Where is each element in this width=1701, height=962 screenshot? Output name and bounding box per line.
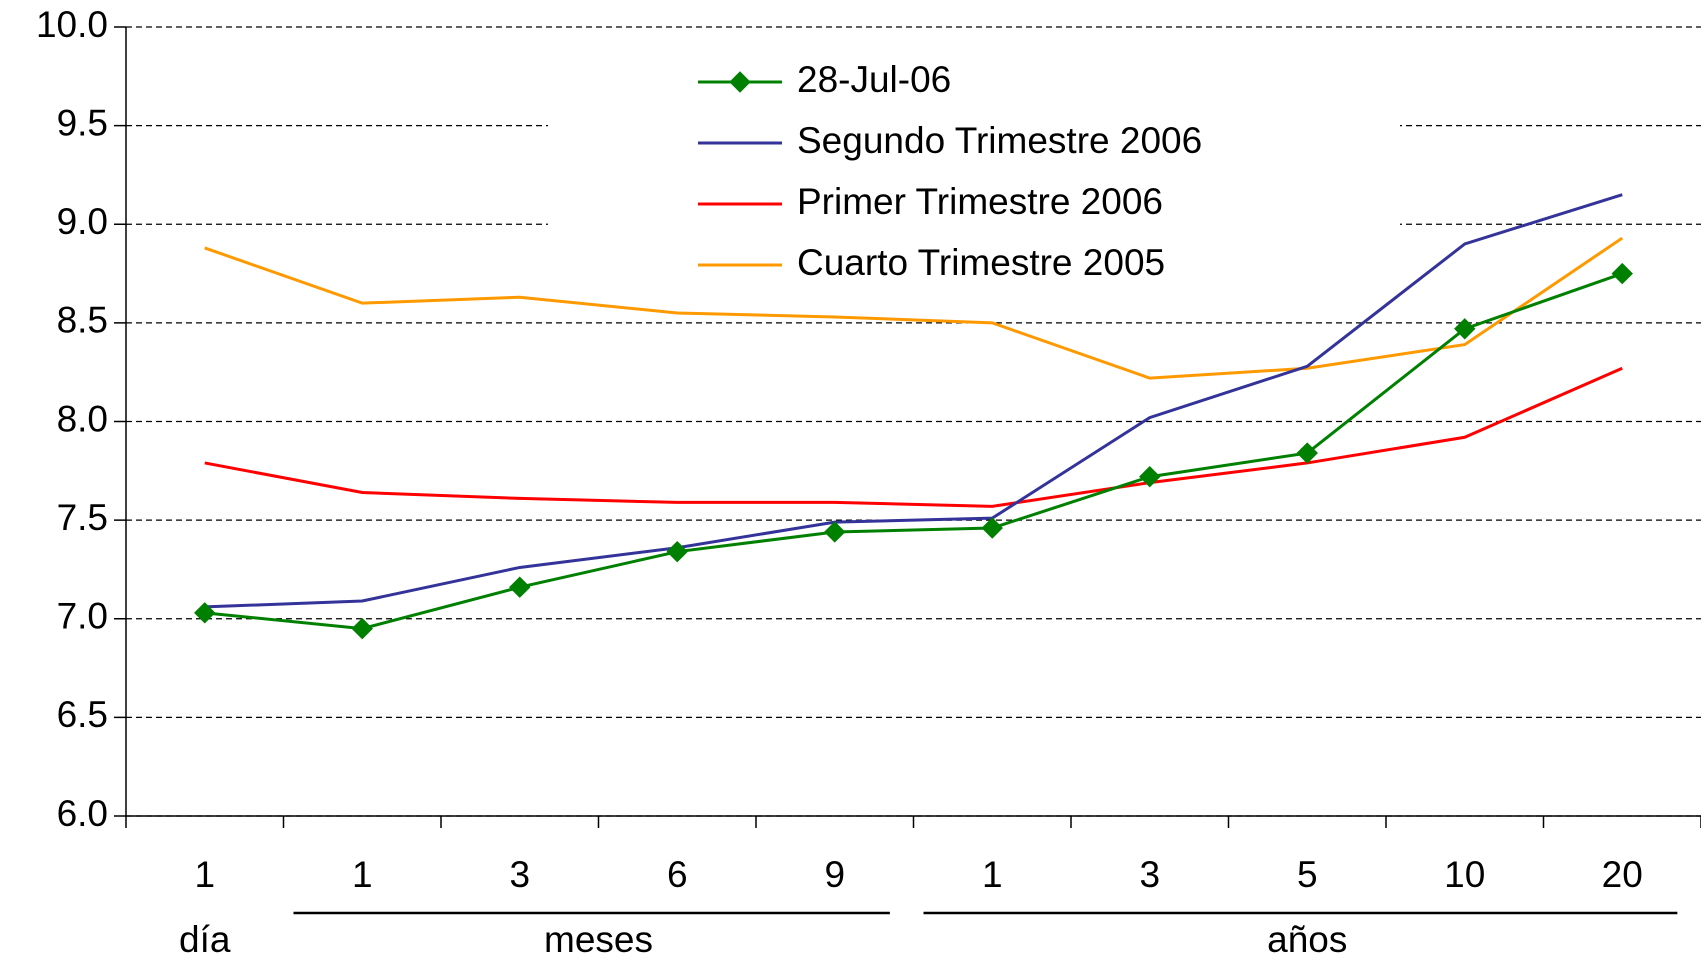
marker xyxy=(509,576,531,598)
x-tick-label: 3 xyxy=(509,854,530,895)
x-tick-label: 9 xyxy=(824,854,845,895)
legend-label: 28-Jul-06 xyxy=(797,59,951,100)
x-tick-label: 20 xyxy=(1602,854,1643,895)
y-tick-label: 9.0 xyxy=(57,201,108,242)
y-tick-label: 10.0 xyxy=(36,4,108,45)
marker xyxy=(351,617,373,640)
legend-label: Cuarto Trimestre 2005 xyxy=(797,242,1165,283)
group-label: meses xyxy=(544,919,653,960)
x-tick-label: 6 xyxy=(667,854,688,895)
legend-label: Segundo Trimestre 2006 xyxy=(797,120,1202,161)
legend-background xyxy=(548,62,1400,302)
marker xyxy=(981,517,1003,539)
marker xyxy=(666,540,688,563)
x-tick-label: 1 xyxy=(352,854,373,895)
legend-label: Primer Trimestre 2006 xyxy=(797,181,1163,222)
x-tick-label: 5 xyxy=(1297,854,1318,895)
series-line xyxy=(204,236,1624,380)
series-line xyxy=(204,366,1623,508)
marker xyxy=(729,71,751,93)
marker xyxy=(824,521,846,543)
x-tick-label: 10 xyxy=(1444,854,1485,895)
series-line xyxy=(204,272,1623,631)
y-tick-label: 8.5 xyxy=(57,300,108,341)
x-tick-label: 3 xyxy=(1139,854,1160,895)
marker xyxy=(1611,262,1633,285)
marker xyxy=(194,602,216,624)
y-tick-label: 6.5 xyxy=(57,694,108,735)
y-tick-label: 6.0 xyxy=(57,793,108,834)
marker xyxy=(1454,318,1476,340)
x-tick-label: 1 xyxy=(194,854,215,895)
y-tick-label: 8.0 xyxy=(57,398,108,439)
x-tick-label: 1 xyxy=(982,854,1003,895)
group-label: años xyxy=(1267,919,1347,960)
marker xyxy=(1139,466,1161,488)
series-line xyxy=(204,193,1623,609)
marker xyxy=(1296,442,1318,464)
y-tick-label: 9.5 xyxy=(57,102,108,143)
y-tick-label: 7.5 xyxy=(57,497,108,538)
y-tick-label: 7.0 xyxy=(57,596,108,637)
group-label: día xyxy=(179,919,231,960)
